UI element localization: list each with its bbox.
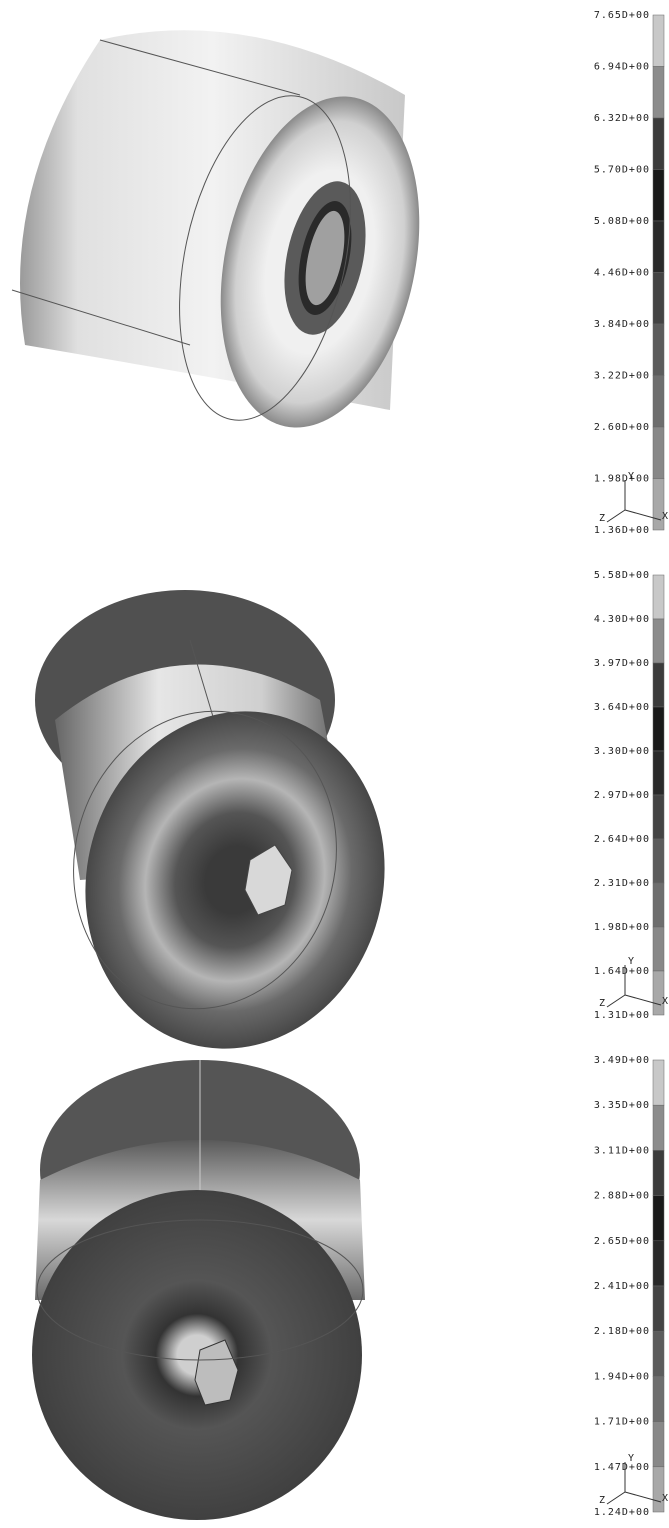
legend-label: 2.31D+00 (594, 878, 650, 889)
legend-label: 2.18D+00 (594, 1326, 650, 1337)
triad-label: Y (628, 471, 635, 482)
legend-label: 5.08D+00 (594, 216, 650, 227)
colorbar-segment (653, 170, 664, 222)
legend-label: 7.65D+00 (594, 10, 650, 21)
legend-label: 3.84D+00 (594, 319, 650, 330)
colorbar-segment (653, 118, 664, 170)
triad-label: X (662, 511, 669, 522)
model-3 (32, 1060, 365, 1520)
figure: 7.65D+00 6.94D+00 6.32D+00 5.70D+00 5.08D+00… (0, 0, 669, 1528)
triad-label: Z (599, 513, 606, 524)
legend-label: 3.22D+00 (594, 371, 650, 382)
legend-label: 3.64D+00 (594, 702, 650, 713)
legend-label: 1.24D+00 (594, 1507, 650, 1518)
legend-label: 2.64D+00 (594, 834, 650, 845)
legend-label: 5.58D+00 (594, 570, 650, 581)
legend-label: 1.98D+00 (594, 922, 650, 933)
triad-axis (607, 1492, 625, 1504)
legend-label: 1.36D+00 (594, 525, 650, 536)
legend-label: 6.32D+00 (594, 113, 650, 124)
colorbar-segment (653, 1376, 664, 1421)
colorbar-segment (653, 479, 664, 531)
colorbar-segment (653, 707, 664, 751)
colorbar-segment (653, 427, 664, 479)
triad-label: Z (599, 998, 606, 1009)
triad-label: Z (599, 1495, 606, 1506)
colorbar-segment (653, 795, 664, 839)
colorbar-segment (653, 1150, 664, 1195)
model-2 (35, 590, 422, 1083)
legend-label: 3.35D+00 (594, 1100, 650, 1111)
colorbar-segment (653, 1331, 664, 1376)
legend-label: 1.64D+00 (594, 966, 650, 977)
triad-axis (607, 995, 625, 1007)
legend-label: 2.88D+00 (594, 1191, 650, 1202)
triad-label: Y (628, 956, 635, 967)
colorbar-segment (653, 324, 664, 376)
colorbar-segment (653, 883, 664, 927)
legend-label: 1.71D+00 (594, 1417, 650, 1428)
colorbar-segment (653, 15, 664, 67)
colorbar-segment (653, 751, 664, 795)
colorbar-segment (653, 1196, 664, 1241)
colorbar-segment (653, 376, 664, 428)
colorbar-segment (653, 839, 664, 883)
colorbar-segment (653, 273, 664, 325)
legend-label: 2.41D+00 (594, 1281, 650, 1292)
colorbar-segment (653, 1467, 664, 1512)
legend-label: 3.30D+00 (594, 746, 650, 757)
colorbar-segment (653, 1422, 664, 1467)
colorbar-segment (653, 575, 664, 619)
colorbar-segment (653, 619, 664, 663)
colorbar-segment (653, 221, 664, 273)
colorbar-segment (653, 1286, 664, 1331)
model-1 (12, 30, 448, 446)
colorbar-segment (653, 67, 664, 119)
triad-axis (607, 510, 625, 522)
legend-label: 3.11D+00 (594, 1145, 650, 1156)
legend-label: 4.30D+00 (594, 614, 650, 625)
legend-label: 5.70D+00 (594, 165, 650, 176)
legend-label: 6.94D+00 (594, 62, 650, 73)
colorbar-segment (653, 971, 664, 1015)
legend-label: 2.60D+00 (594, 422, 650, 433)
legend-label: 1.94D+00 (594, 1371, 650, 1382)
legend-label: 2.65D+00 (594, 1236, 650, 1247)
legend-label: 4.46D+00 (594, 268, 650, 279)
colorbar-segment (653, 663, 664, 707)
legend-label: 3.49D+00 (594, 1055, 650, 1066)
legend-label: 1.98D+00 (594, 474, 650, 485)
legend-label: 1.47D+00 (594, 1462, 650, 1473)
colorbar-segment (653, 1241, 664, 1286)
triad-label: Y (628, 1453, 635, 1464)
colorbar-segment (653, 1105, 664, 1150)
triad-label: X (662, 996, 669, 1007)
triad-label: X (662, 1493, 669, 1504)
colorbar-segment (653, 927, 664, 971)
legend-label: 2.97D+00 (594, 790, 650, 801)
legend-label: 3.97D+00 (594, 658, 650, 669)
colorbar-segment (653, 1060, 664, 1105)
legend-label: 1.31D+00 (594, 1010, 650, 1021)
